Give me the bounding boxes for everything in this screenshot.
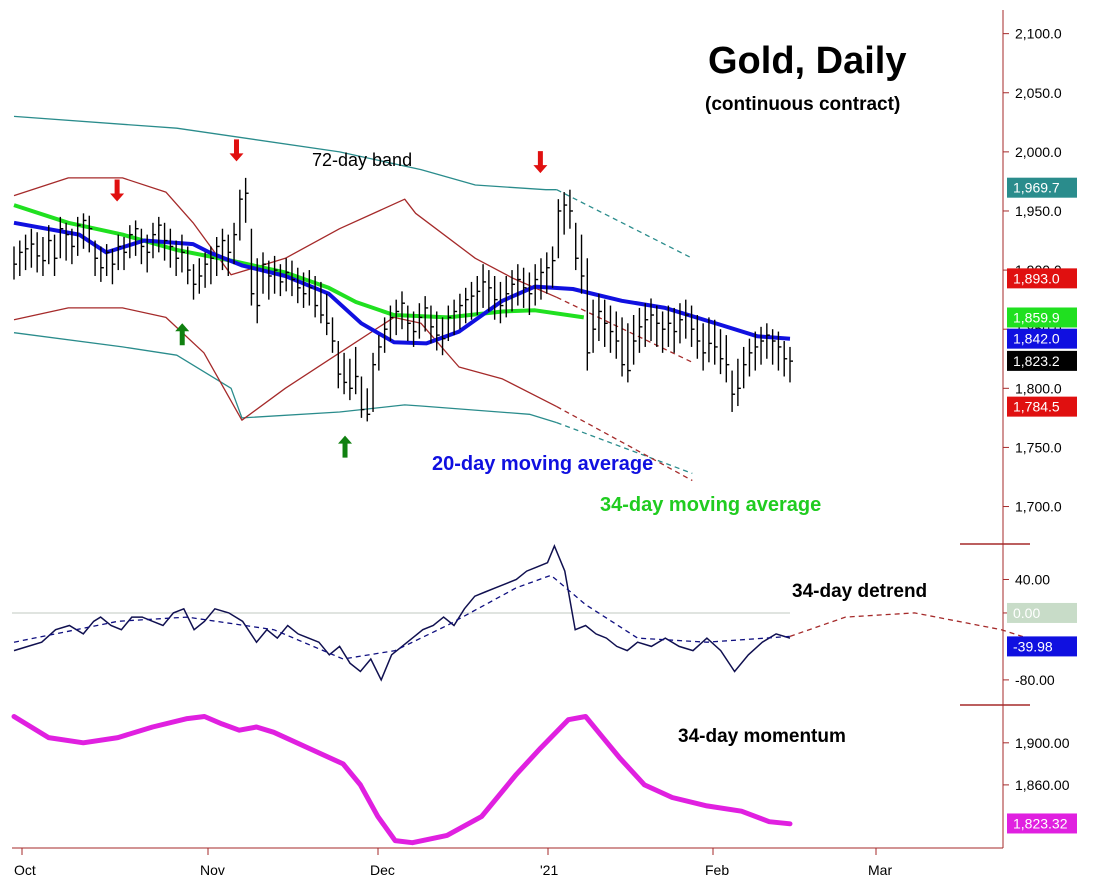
72-day-band-line bbox=[13, 332, 557, 424]
inner-band-line bbox=[13, 177, 557, 298]
x-tick-label: Dec bbox=[370, 862, 395, 878]
ma20-annotation: 20-day moving average bbox=[432, 453, 654, 475]
price-bars bbox=[13, 177, 793, 422]
price-label: 1,823.32 bbox=[1007, 813, 1077, 834]
detrend-annotation: 34-day detrend bbox=[792, 581, 928, 602]
price-label-text: 1,859.9 bbox=[1013, 309, 1060, 325]
72-day-band-projection bbox=[556, 421, 693, 475]
price-label-box bbox=[1007, 177, 1077, 198]
band-annotation: 72-day band bbox=[312, 150, 413, 170]
up-arrow-marker bbox=[175, 323, 190, 346]
72-day-band-line bbox=[13, 115, 557, 191]
price-label-text: 1,784.5 bbox=[1013, 399, 1060, 415]
price-label-box bbox=[1007, 350, 1077, 371]
price-label: 1,823.2 bbox=[1007, 350, 1077, 371]
price-label: 0.00 bbox=[1007, 602, 1077, 623]
price-label-box bbox=[1007, 636, 1077, 657]
y-tick-label: 1,700.0 bbox=[1015, 499, 1062, 515]
down-arrow-marker bbox=[533, 151, 548, 174]
price-label-text: -39.98 bbox=[1013, 638, 1053, 654]
y-tick-label: 1,750.0 bbox=[1015, 439, 1062, 455]
price-label-text: 1,823.32 bbox=[1013, 815, 1068, 831]
x-tick-label: Mar bbox=[868, 862, 892, 878]
price-label-text: 1,893.0 bbox=[1013, 270, 1060, 286]
y-tick-label: 1,800.0 bbox=[1015, 380, 1062, 396]
chart-title: Gold, Daily bbox=[708, 40, 907, 82]
up-arrow-marker bbox=[338, 435, 353, 458]
price-label: 1,893.0 bbox=[1007, 268, 1077, 289]
x-tick-label: '21 bbox=[540, 862, 558, 878]
down-arrow-marker bbox=[229, 139, 244, 162]
y-tick-label: -80.00 bbox=[1015, 672, 1055, 688]
price-label-text: 0.00 bbox=[1013, 605, 1040, 621]
y-tick-label: 2,000.0 bbox=[1015, 144, 1062, 160]
detrend-projection bbox=[789, 612, 1054, 648]
y-tick-label: 1,900.00 bbox=[1015, 735, 1070, 751]
momentum-annotation: 34-day momentum bbox=[678, 726, 846, 747]
x-tick-label: Feb bbox=[705, 862, 729, 878]
inner-band-projection bbox=[556, 406, 693, 482]
down-arrow-marker bbox=[110, 179, 125, 202]
price-label-box bbox=[1007, 307, 1077, 328]
price-label: 1,842.0 bbox=[1007, 328, 1077, 349]
x-tick-label: Oct bbox=[14, 862, 36, 878]
price-label-box bbox=[1007, 602, 1077, 623]
y-tick-label: 1,860.00 bbox=[1015, 777, 1070, 793]
chart-subtitle: (continuous contract) bbox=[705, 94, 901, 115]
price-label: -39.98 bbox=[1007, 636, 1077, 657]
price-label: 1,859.9 bbox=[1007, 307, 1077, 328]
momentum-line bbox=[11, 714, 793, 846]
price-label-text: 1,823.2 bbox=[1013, 353, 1060, 369]
price-label-box bbox=[1007, 396, 1077, 417]
72-day-band-projection bbox=[556, 189, 693, 259]
y-tick-label: 2,050.0 bbox=[1015, 85, 1062, 101]
price-label-box bbox=[1007, 268, 1077, 289]
inner-band-projection bbox=[556, 296, 693, 363]
y-tick-label: 2,100.0 bbox=[1015, 26, 1062, 42]
price-label-text: 1,969.7 bbox=[1013, 180, 1060, 196]
y-tick-label: 1,950.0 bbox=[1015, 203, 1062, 219]
price-label: 1,784.5 bbox=[1007, 396, 1077, 417]
y-tick-label: 40.00 bbox=[1015, 571, 1050, 587]
detrend-average-line bbox=[13, 574, 791, 660]
price-label-box bbox=[1007, 328, 1077, 349]
ma34-annotation: 34-day moving average bbox=[600, 494, 822, 516]
price-label-text: 1,842.0 bbox=[1013, 331, 1060, 347]
price-label-box bbox=[1007, 813, 1077, 834]
34-day-moving-average-line bbox=[13, 203, 585, 320]
x-tick-label: Nov bbox=[200, 862, 225, 878]
inner-band-line bbox=[13, 307, 557, 421]
price-label: 1,969.7 bbox=[1007, 177, 1077, 198]
